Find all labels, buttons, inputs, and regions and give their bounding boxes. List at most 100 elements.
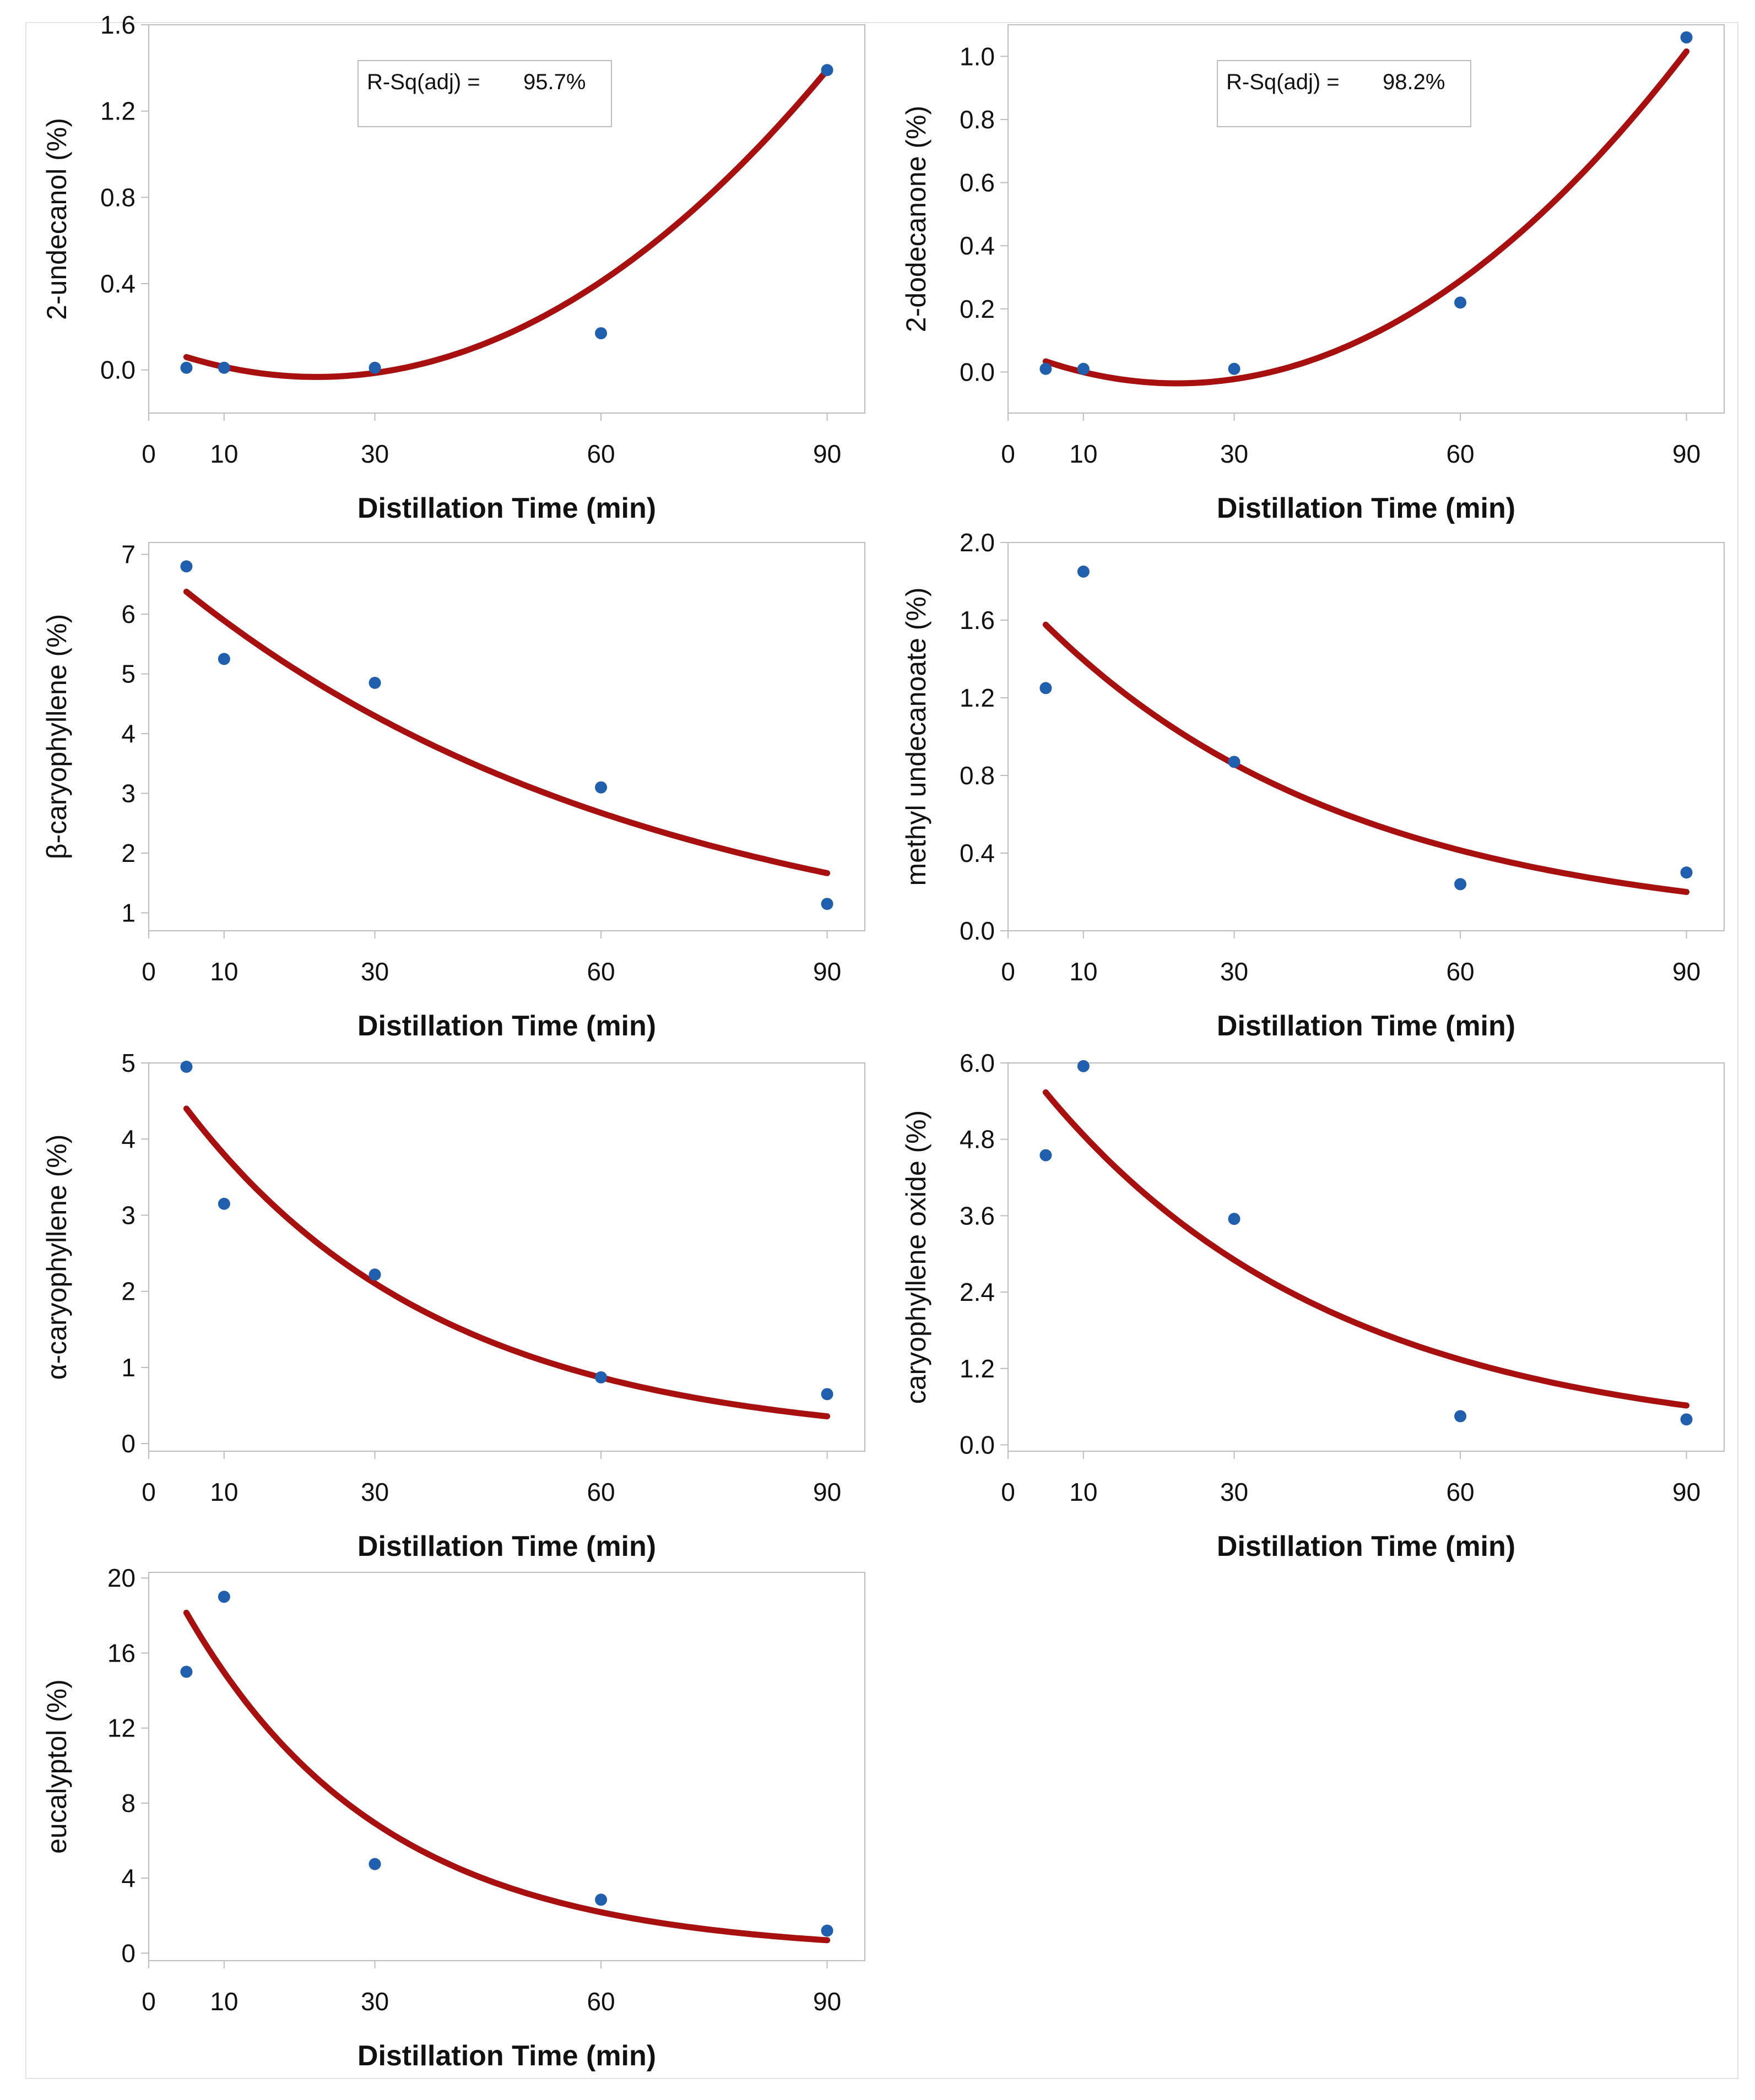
x-axis-title: Distillation Time (min) <box>358 2040 656 2072</box>
x-tick-label: 30 <box>1220 439 1248 468</box>
data-point <box>1077 565 1090 578</box>
x-tick-label: 60 <box>587 439 615 468</box>
plot-area <box>148 1062 865 1452</box>
y-axis-title: α-caryophyllene (%) <box>41 1135 72 1380</box>
y-tick-label: 0.8 <box>960 761 995 790</box>
y-tick-label: 3 <box>121 779 136 808</box>
plot-area <box>148 1572 865 1961</box>
chart-svg: 0.0 0.2 0.4 0.6 0.8 1.0 0 10 30 60 90 Distillation … <box>901 24 1725 524</box>
y-tick-label: 4.8 <box>960 1125 995 1154</box>
chart-eucalyptol: 0 4 8 12 16 20 0 10 30 60 90 Distillation Time (min… <box>33 1564 870 2076</box>
x-tick-label: 60 <box>587 1478 615 1506</box>
data-point <box>1039 362 1052 375</box>
chart-caryophyllene-oxide: 0.0 1.2 2.4 3.6 4.8 6.0 0 10 30 60 90 Distillation … <box>892 1049 1730 1572</box>
rsq-label: R-Sq(adj) = <box>367 70 480 94</box>
x-tick-label: 60 <box>1446 957 1474 986</box>
x-tick-label: 60 <box>1446 1478 1474 1506</box>
y-tick-label: 1.6 <box>960 606 995 634</box>
y-tick-label: 0.4 <box>960 231 995 260</box>
y-tick-label: 0.0 <box>960 357 995 386</box>
y-tick-label: 1.6 <box>100 10 136 39</box>
rsq-value: 98.2% <box>1383 70 1445 94</box>
y-tick-label: 0.4 <box>100 269 136 298</box>
y-tick-label: 3 <box>121 1201 136 1229</box>
x-tick-label: 90 <box>813 1987 841 2016</box>
y-tick-label: 3.6 <box>960 1201 995 1230</box>
y-tick-label: 0 <box>121 1429 136 1458</box>
plot-area <box>148 542 865 931</box>
data-point <box>1680 866 1693 879</box>
data-point <box>1454 296 1467 309</box>
x-tick-label: 0 <box>1001 1478 1015 1506</box>
chart-alpha-caryophyllene: 0 1 2 3 4 5 0 10 30 60 90 Distillation Time (min) α-… <box>33 1049 870 1572</box>
data-point <box>1228 756 1241 768</box>
fit-curve <box>183 67 831 380</box>
data-point <box>180 361 193 374</box>
data-point <box>595 781 608 794</box>
y-tick-label: 1.0 <box>960 42 995 70</box>
chart-svg: 0 1 2 3 4 5 0 10 30 60 90 Distillation Time (min) α-… <box>41 1049 865 1562</box>
y-tick-label: 0.4 <box>960 839 995 867</box>
data-point <box>218 1591 230 1603</box>
x-axis-title: Distillation Time (min) <box>358 1531 656 1562</box>
x-tick-label: 0 <box>1001 957 1015 986</box>
y-tick-label: 0.6 <box>960 169 995 197</box>
data-point <box>821 64 833 77</box>
data-point <box>218 1197 230 1210</box>
x-tick-label: 90 <box>1672 439 1700 468</box>
chart-2-undecanol: 0.0 0.4 0.8 1.2 1.6 0 10 30 60 90 Distillation Tim… <box>33 10 870 534</box>
y-tick-label: 4 <box>121 1125 136 1153</box>
y-tick-label: 2 <box>121 1277 136 1306</box>
x-tick-label: 0 <box>142 957 156 986</box>
x-axis-title: Distillation Time (min) <box>1217 1010 1515 1042</box>
data-point <box>821 1924 833 1937</box>
x-tick-label: 60 <box>1446 439 1474 468</box>
x-tick-label: 0 <box>142 1987 156 2016</box>
chart-svg: 0.0 0.4 0.8 1.2 1.6 2.0 0 10 30 60 90 Distillation … <box>901 528 1725 1042</box>
x-tick-label: 90 <box>1672 1478 1700 1506</box>
y-tick-label: 0.8 <box>100 183 136 211</box>
y-tick-label: 2 <box>121 839 136 867</box>
y-tick-label: 1.2 <box>100 97 136 126</box>
chart-svg: 0.0 1.2 2.4 3.6 4.8 6.0 0 10 30 60 90 Distillation … <box>901 1049 1725 1562</box>
x-axis-title: Distillation Time (min) <box>1217 492 1515 524</box>
x-tick-label: 30 <box>361 1478 389 1506</box>
x-tick-label: 90 <box>1672 957 1700 986</box>
rsq-label: R-Sq(adj) = <box>1226 70 1340 94</box>
x-axis-title: Distillation Time (min) <box>358 492 656 524</box>
x-axis-title: Distillation Time (min) <box>1217 1531 1515 1562</box>
data-point <box>369 361 381 374</box>
rsq-box <box>358 60 612 127</box>
x-tick-label: 0 <box>142 1478 156 1506</box>
x-tick-label: 0 <box>1001 439 1015 468</box>
x-tick-label: 30 <box>1220 1478 1248 1506</box>
data-point <box>821 898 833 910</box>
chart-svg: 0 4 8 12 16 20 0 10 30 60 90 Distillation Time (min… <box>41 1564 865 2072</box>
x-tick-label: 90 <box>813 439 841 468</box>
data-point <box>218 361 230 374</box>
chart-beta-caryophyllene: 1 2 3 4 5 6 7 0 10 30 60 90 Distillation Time (min) β… <box>33 540 870 1052</box>
data-point <box>1680 31 1693 44</box>
y-tick-label: 0 <box>121 1939 136 1967</box>
fit-curve <box>1042 1089 1690 1409</box>
y-tick-label: 0.2 <box>960 295 995 323</box>
y-axis-title: caryophyllene oxide (%) <box>901 1110 931 1404</box>
chart-svg: 0.0 0.4 0.8 1.2 1.6 0 10 30 60 90 Distillation Tim… <box>41 10 865 524</box>
y-tick-label: 0.0 <box>960 916 995 945</box>
y-tick-label: 16 <box>107 1638 136 1667</box>
y-axis-title: 2-undecanol (%) <box>41 118 72 320</box>
data-point <box>1228 1213 1241 1225</box>
plot-area <box>1008 24 1725 414</box>
y-tick-label: 8 <box>121 1789 136 1817</box>
data-point <box>1039 682 1052 694</box>
data-point <box>180 560 193 573</box>
y-tick-label: 1.2 <box>960 683 995 712</box>
fit-curve <box>1042 48 1690 387</box>
x-tick-label: 10 <box>210 1987 238 2016</box>
x-tick-label: 30 <box>361 957 389 986</box>
data-point <box>218 653 230 665</box>
y-tick-label: 1 <box>121 1353 136 1382</box>
x-tick-label: 60 <box>587 1987 615 2016</box>
y-tick-label: 4 <box>121 1864 136 1892</box>
